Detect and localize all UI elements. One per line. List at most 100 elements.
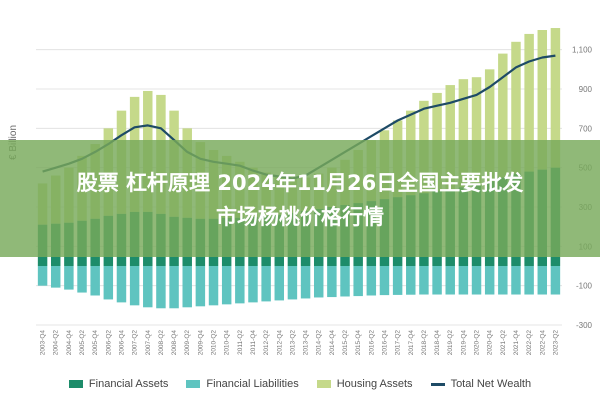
x-tick-label: 2020-Q2	[474, 330, 481, 356]
bar-financial-liabilities	[419, 266, 429, 295]
x-tick-label: 2011-Q2	[237, 330, 244, 355]
bar-financial-liabilities	[50, 266, 61, 288]
bar-financial-liabilities	[366, 266, 377, 296]
legend-swatch-financial-liabilities	[186, 380, 201, 388]
bar-financial-liabilities	[143, 266, 153, 308]
x-tick-label: 2019-Q4	[460, 330, 467, 356]
bar-housing-assets	[445, 85, 455, 190]
bar-financial-liabilities	[221, 266, 232, 305]
bar-housing-assets	[550, 28, 561, 168]
bar-financial-liabilities	[248, 266, 258, 303]
x-tick-label: 2019-Q2	[447, 330, 454, 356]
x-tick-label: 2012-Q2	[263, 330, 270, 356]
bar-financial-liabilities	[458, 266, 469, 295]
x-tick-label: 2015-Q4	[355, 330, 362, 356]
x-tick-label: 2022-Q4	[539, 330, 546, 356]
bar-financial-liabilities	[550, 266, 561, 295]
bar-financial-liabilities	[64, 266, 74, 290]
legend-label-financial-assets: Financial Assets	[88, 378, 169, 390]
bar-financial-liabilities	[195, 266, 206, 307]
headline-line-1: 股票 杠杆原理 2024年11月26日全国主要批发	[76, 171, 524, 195]
legend-swatch-total-net-wealth	[430, 382, 445, 386]
x-tick-label: 2015-Q2	[342, 330, 349, 356]
x-tick-label: 2008-Q4	[171, 330, 178, 356]
legend-item-housing-assets: Housing Assets	[316, 378, 413, 390]
x-tick-label: 2013-Q4	[303, 330, 310, 356]
x-tick-label: 2018-Q4	[434, 330, 441, 356]
x-tick-label: 2006-Q4	[118, 330, 125, 356]
bar-housing-assets	[524, 33, 534, 172]
x-tick-label: 2007-Q4	[145, 330, 152, 356]
bar-housing-assets	[498, 53, 508, 178]
legend-label-housing-assets: Housing Assets	[336, 378, 413, 390]
x-tick-label: 2009-Q4	[197, 330, 204, 356]
bar-financial-liabilities	[169, 266, 179, 309]
bar-financial-liabilities	[379, 266, 390, 296]
y-tick-label: -300	[576, 321, 593, 330]
bar-financial-liabilities	[90, 266, 100, 296]
bar-financial-liabilities	[392, 266, 403, 295]
x-tick-label: 2014-Q2	[316, 330, 323, 356]
bar-financial-liabilities	[235, 266, 245, 304]
legend-label-financial-liabilities: Financial Liabilities	[206, 378, 299, 390]
x-tick-label: 2011-Q4	[250, 330, 257, 355]
bar-financial-liabilities	[353, 266, 363, 297]
legend-item-financial-assets: Financial Assets	[68, 378, 169, 390]
x-tick-label: 2017-Q2	[395, 330, 402, 356]
x-tick-label: 2004-Q2	[53, 330, 60, 356]
x-tick-label: 2003-Q4	[40, 330, 47, 356]
x-tick-label: 2017-Q4	[408, 330, 415, 356]
x-tick-label: 2021-Q4	[513, 330, 520, 356]
x-tick-label: 2012-Q4	[276, 330, 283, 356]
bar-financial-liabilities	[261, 266, 271, 302]
x-tick-label: 2010-Q2	[211, 330, 218, 356]
legend-item-financial-liabilities: Financial Liabilities	[186, 378, 299, 390]
bar-financial-liabilities	[37, 266, 48, 286]
x-tick-label: 2014-Q4	[329, 330, 336, 356]
x-tick-label: 2020-Q4	[487, 330, 494, 356]
x-tick-label: 2023-Q2	[552, 330, 559, 356]
bar-financial-liabilities	[340, 266, 350, 297]
bar-housing-assets	[458, 79, 469, 188]
bar-financial-liabilities	[406, 266, 416, 295]
bar-financial-liabilities	[103, 266, 114, 300]
bar-financial-liabilities	[208, 266, 219, 306]
bar-financial-liabilities	[471, 266, 482, 295]
x-tick-label: 2018-Q2	[421, 330, 428, 356]
bar-financial-liabilities	[182, 266, 192, 308]
bar-housing-assets	[484, 69, 495, 182]
bar-financial-liabilities	[129, 266, 140, 306]
bar-financial-liabilities	[498, 266, 508, 295]
x-tick-label: 2016-Q4	[381, 330, 388, 356]
bar-housing-assets	[471, 77, 482, 186]
legend: Financial Assets Financial Liabilities H…	[0, 374, 600, 394]
y-tick-label: 900	[579, 85, 593, 94]
x-tick-label: 2022-Q2	[526, 330, 533, 356]
x-tick-label: 2010-Q4	[224, 330, 231, 356]
x-tick-label: 2013-Q2	[289, 330, 296, 356]
bar-financial-liabilities	[445, 266, 455, 295]
bar-financial-liabilities	[511, 266, 521, 295]
bar-financial-liabilities	[287, 266, 298, 300]
x-tick-label: 2007-Q2	[132, 330, 139, 356]
bar-financial-liabilities	[327, 266, 337, 298]
bar-financial-liabilities	[116, 266, 127, 303]
x-tick-label: 2005-Q2	[79, 330, 86, 356]
bar-financial-liabilities	[484, 266, 495, 295]
x-tick-label: 2005-Q4	[92, 330, 99, 356]
bar-financial-liabilities	[300, 266, 311, 299]
y-tick-label: 1,100	[572, 46, 593, 55]
bar-housing-assets	[537, 30, 548, 170]
x-tick-label: 2006-Q2	[105, 330, 112, 356]
bar-financial-liabilities	[432, 266, 442, 295]
bar-financial-liabilities	[274, 266, 285, 301]
x-tick-label: 2004-Q4	[66, 330, 73, 356]
legend-swatch-housing-assets	[316, 380, 331, 388]
legend-label-total-net-wealth: Total Net Wealth	[450, 378, 532, 390]
bar-financial-liabilities	[77, 266, 87, 293]
bar-financial-liabilities	[524, 266, 534, 295]
y-tick-label: -100	[576, 282, 593, 291]
headline-line-2: 市场杨桃价格行情	[216, 205, 384, 229]
y-tick-label: 700	[579, 124, 593, 133]
